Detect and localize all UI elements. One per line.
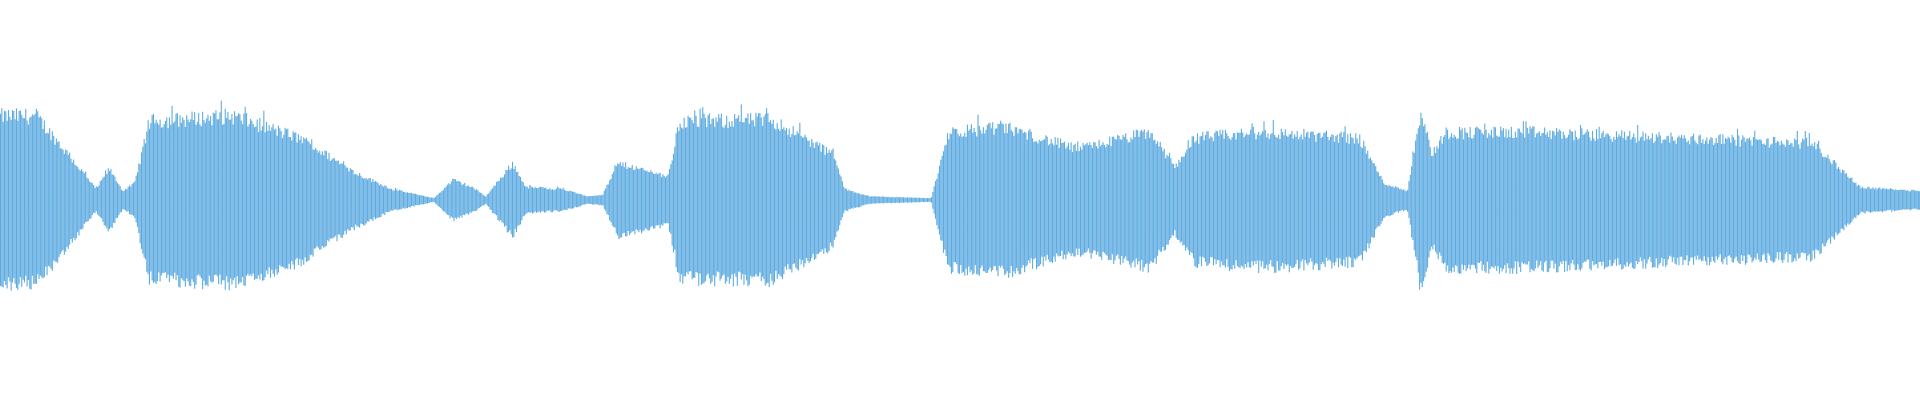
waveform-peaks [0,100,1920,291]
